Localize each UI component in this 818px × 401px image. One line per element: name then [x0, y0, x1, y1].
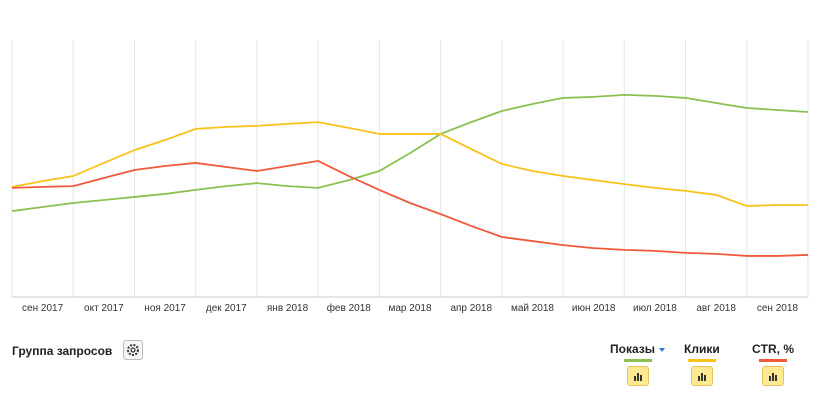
x-tick-label: авг 2018 [696, 303, 736, 314]
legend-swatch [623, 359, 652, 362]
group-label: Группа запросов [12, 344, 113, 358]
legend-item[interactable]: Показы [610, 342, 665, 386]
x-tick-label: июн 2018 [572, 303, 616, 314]
legend-item[interactable]: CTR, % [752, 342, 794, 386]
legend-label: Клики [684, 342, 720, 356]
bars-icon [769, 373, 777, 381]
chart-toggle[interactable] [690, 366, 713, 386]
legend-label: Показы [610, 342, 665, 356]
x-tick-label: фев 2018 [327, 302, 372, 314]
x-tick-label: июл 2018 [633, 303, 677, 314]
series-line [11, 121, 808, 207]
chart: сен 2017 окт 2017 ноя 2017 дек 2017 янв 2018… [11, 40, 809, 314]
legend-label: CTR, % [752, 342, 794, 356]
legend-item[interactable]: Клики [684, 342, 720, 386]
series-line [11, 159, 809, 257]
legend-swatch [759, 359, 787, 362]
x-tick-label: апр 2018 [450, 303, 492, 314]
x-tick-label: сен 2018 [757, 303, 799, 314]
chart-toggle[interactable] [626, 366, 649, 386]
sort-arrow [659, 347, 665, 352]
legend-swatch [687, 359, 716, 362]
x-tick-label: окт 2017 [84, 303, 124, 314]
x-tick-label: мар 2018 [388, 303, 431, 314]
controls: Группа запросов Показы Клики CTR, % [0, 330, 818, 401]
chart-toggle[interactable] [762, 366, 784, 386]
series-line [11, 93, 809, 212]
x-tick-label: дек 2017 [206, 303, 247, 314]
x-tick-label: май 2018 [511, 303, 554, 314]
x-tick-label: сен 2017 [22, 303, 64, 314]
x-tick-label: ноя 2017 [144, 303, 186, 314]
gear-icon [127, 344, 139, 356]
x-tick-label: янв 2018 [267, 303, 309, 314]
bars-icon [633, 373, 642, 381]
settings-button[interactable] [123, 340, 143, 360]
bars-icon [697, 373, 706, 381]
